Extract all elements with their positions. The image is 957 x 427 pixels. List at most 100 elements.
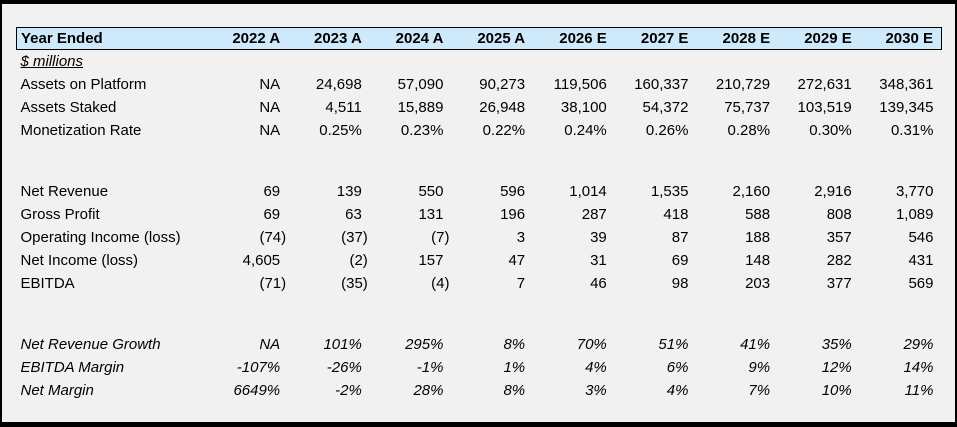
table-row-net-income-loss: Net Income (loss) 4,605 (2) 157 47 31 69 148 282…: [17, 249, 942, 272]
cell: 0.26%: [645, 122, 689, 139]
spacer-cell: [17, 295, 942, 333]
table-row-net-revenue-growth: Net Revenue Growth NA 101% 295% 8% 70% 51% 41% 3…: [17, 333, 942, 356]
cell: 1,014: [569, 183, 607, 200]
cell: 0.22%: [482, 122, 526, 139]
table-row-gross-profit: Gross Profit 69 63 131 196 287 418 588 808 1,089: [17, 203, 942, 226]
column-header-2023-a: 2023 A: [314, 30, 362, 47]
cell: [370, 50, 452, 74]
row-label: EBITDA: [20, 275, 75, 292]
row-label: Net Revenue Growth: [20, 336, 161, 353]
row-label: Net Income (loss): [20, 252, 139, 269]
row-label: Assets on Platform: [20, 76, 147, 93]
cell: 7: [516, 275, 526, 292]
financials-table: Year Ended 2022 A 2023 A 2024 A 2025 A 2026 …: [16, 27, 942, 402]
spacer-cell: [17, 142, 942, 180]
cell: 4%: [585, 359, 607, 376]
cell: 75,737: [724, 99, 771, 116]
cell: 26,948: [479, 99, 526, 116]
table-row-assets-on-platform: Assets on Platform NA 24,698 57,090 90,273 11…: [17, 73, 942, 96]
column-header-2030-e: 2030 E: [885, 30, 933, 47]
table-header-row: Year Ended 2022 A 2023 A 2024 A 2025 A 2026 …: [16, 27, 942, 50]
cell: 98: [671, 275, 689, 292]
row-label: Operating Income (loss): [20, 229, 181, 246]
cell: 4%: [666, 382, 689, 399]
cell: -1%: [416, 359, 444, 376]
cell: 63: [345, 206, 362, 223]
cell: 596: [500, 183, 526, 200]
cell: 35%: [821, 336, 852, 353]
cell: [533, 50, 615, 74]
cell: 0.23%: [400, 122, 444, 139]
cell: 4,511: [325, 99, 362, 116]
row-label: Net Margin: [20, 382, 94, 399]
cell: 70%: [576, 336, 607, 353]
cell: NA: [259, 76, 281, 93]
cell: (35): [341, 275, 368, 292]
column-header-2027-e: 2027 E: [640, 30, 689, 47]
cell: 418: [663, 206, 689, 223]
cell: [615, 50, 697, 74]
cell: -107%: [236, 359, 281, 376]
cell: 103,519: [797, 99, 852, 116]
financial-model-sheet: Year Ended 2022 A 2023 A 2024 A 2025 A 2026 …: [16, 27, 942, 402]
cell: (2): [349, 252, 368, 269]
cell: -26%: [326, 359, 362, 376]
cell: 139: [336, 183, 362, 200]
cell: 139,345: [879, 99, 934, 116]
cell: 119,506: [553, 76, 607, 93]
cell: [288, 50, 370, 74]
cell: 287: [581, 206, 607, 223]
table-row-ebitda-margin: EBITDA Margin -107% -26% -1% 1% 4% 6% 9% 12% 14%: [17, 356, 942, 379]
cell: 39: [590, 229, 607, 246]
cell: 3: [516, 229, 526, 246]
cell: 7%: [748, 382, 771, 399]
cell: 11%: [904, 382, 934, 399]
cell: 3%: [585, 382, 607, 399]
cell: 377: [826, 275, 852, 292]
cell: NA: [259, 99, 281, 116]
spacer-row: [17, 295, 942, 333]
column-header-2022-a: 2022 A: [232, 30, 281, 47]
cell: 87: [671, 229, 689, 246]
cell: 6649%: [233, 382, 281, 399]
cell: 2,916: [814, 183, 852, 200]
cell: 3,770: [895, 183, 934, 200]
cell: 29%: [903, 336, 934, 353]
cell: 2,160: [732, 183, 771, 200]
cell: 272,631: [797, 76, 852, 93]
cell: 0.28%: [727, 122, 771, 139]
cell: 24,698: [315, 76, 362, 93]
cell: [778, 50, 860, 74]
column-header-2029-e: 2029 E: [804, 30, 852, 47]
cell: 1,535: [650, 183, 689, 200]
cell: 28%: [413, 382, 444, 399]
cell: (71): [259, 275, 287, 292]
cell: 31: [590, 252, 607, 269]
row-label: Monetization Rate: [20, 122, 142, 139]
cell: -2%: [335, 382, 362, 399]
cell: 808: [826, 206, 852, 223]
cell: 157: [418, 252, 444, 269]
column-header-2024-a: 2024 A: [395, 30, 444, 47]
cell: [451, 50, 533, 74]
cell: 0.31%: [890, 122, 934, 139]
cell: (37): [341, 229, 368, 246]
cell: 51%: [658, 336, 689, 353]
cell: 69: [263, 206, 281, 223]
cell: 12%: [821, 359, 852, 376]
cell: 8%: [503, 382, 526, 399]
table-row-monetization-rate: Monetization Rate NA 0.25% 0.23% 0.22% 0.24% 0…: [17, 119, 942, 142]
cell: 46: [590, 275, 607, 292]
cell: 148: [745, 252, 771, 269]
cell: 357: [826, 229, 852, 246]
column-header-2025-a: 2025 A: [477, 30, 526, 47]
cell: 6%: [666, 359, 689, 376]
cell: 1%: [503, 359, 526, 376]
cell: [696, 50, 778, 74]
cell: 1,089: [895, 206, 934, 223]
cell: 282: [826, 252, 852, 269]
cell: (74): [259, 229, 287, 246]
spacer-row: [17, 142, 942, 180]
cell: 57,090: [397, 76, 444, 93]
cell: 160,337: [634, 76, 689, 93]
